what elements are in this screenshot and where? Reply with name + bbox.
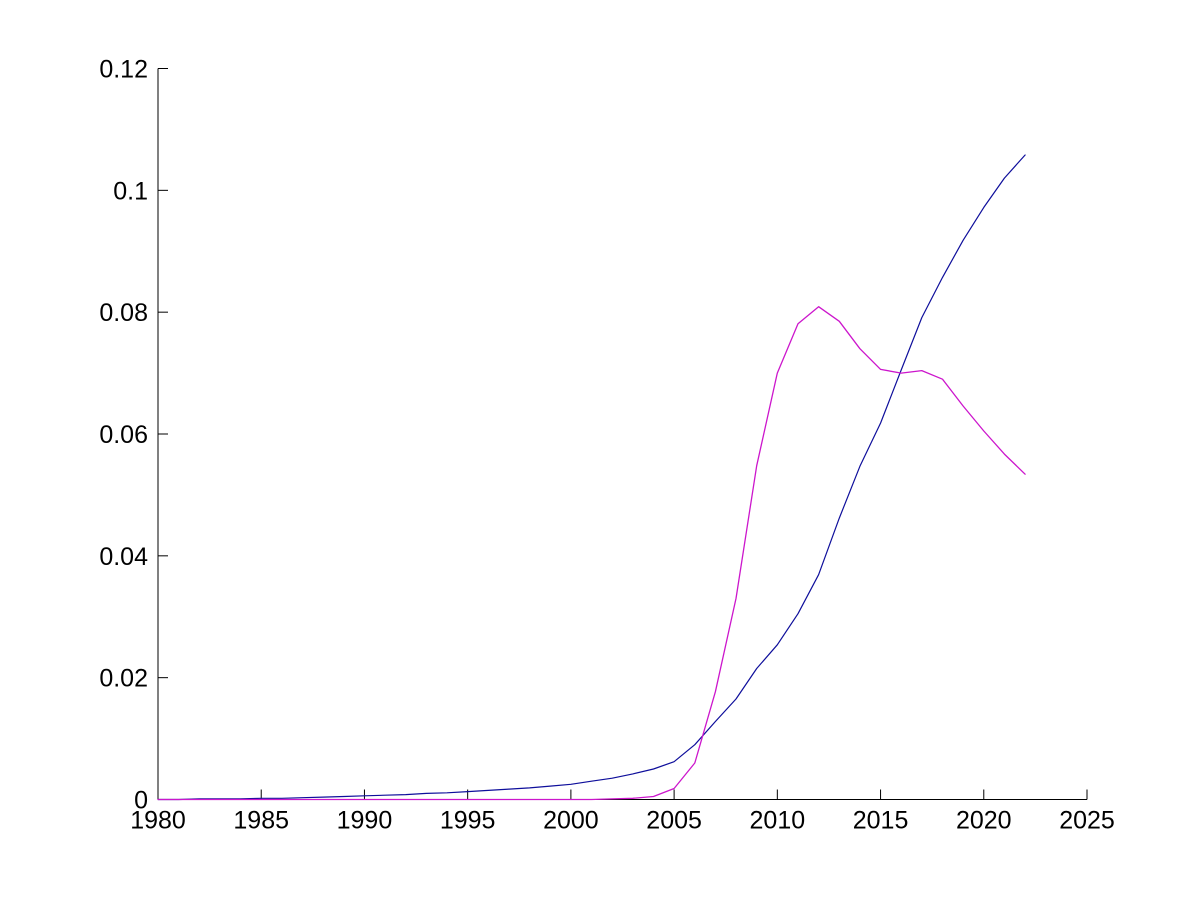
y-tick-label: 0 xyxy=(134,787,148,815)
y-tick-label: 0.02 xyxy=(99,665,148,693)
x-tick-label: 2020 xyxy=(956,807,1012,835)
tick-labels: 1980 1985 1990 1995 2000 2005 2010 2015 2020 2025… xyxy=(99,56,1114,835)
x-tick-label: 2005 xyxy=(646,807,702,835)
plot-series xyxy=(157,154,1026,801)
y-tick-label: 0.1 xyxy=(113,177,148,205)
y-tick-label: 0.12 xyxy=(99,56,148,84)
x-tick-label: 1985 xyxy=(233,807,289,835)
y-tick-label: 0.04 xyxy=(99,543,148,571)
series-magenta-curve xyxy=(157,306,1026,801)
x-tick-label: 2010 xyxy=(750,807,806,835)
x-tick-label: 1980 xyxy=(130,807,186,835)
x-tick-label: 1990 xyxy=(337,807,393,835)
y-tick-label: 0.06 xyxy=(99,421,148,449)
axis-spines xyxy=(157,68,1087,800)
x-tick-label: 2025 xyxy=(1059,807,1115,835)
x-tick-label: 1995 xyxy=(440,807,496,835)
x-tick-label: 2015 xyxy=(853,807,909,835)
axes xyxy=(157,68,1088,800)
y-tick-label: 0.08 xyxy=(99,299,148,327)
x-tick-label: 2000 xyxy=(543,807,599,835)
series-dark-blue-curve xyxy=(157,154,1026,801)
